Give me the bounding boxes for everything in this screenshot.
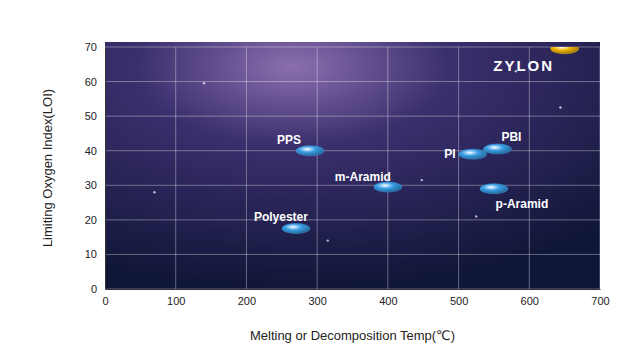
grid-line-x bbox=[529, 47, 530, 289]
grid-line-y bbox=[105, 254, 600, 255]
tick: 200 bbox=[238, 289, 256, 307]
tick: 40 bbox=[85, 145, 105, 157]
tick: 0 bbox=[91, 283, 105, 295]
grid-line-y bbox=[105, 219, 600, 220]
tick: 10 bbox=[85, 248, 105, 260]
point bbox=[551, 47, 579, 54]
point bbox=[282, 224, 310, 234]
grid-line-y bbox=[105, 47, 600, 48]
grid-line-x bbox=[600, 47, 601, 289]
tick-label: 40 bbox=[85, 145, 97, 157]
grid bbox=[105, 47, 600, 289]
tick: 70 bbox=[85, 41, 105, 53]
grid-line-y bbox=[105, 81, 600, 82]
grid-line-x bbox=[246, 47, 247, 289]
grid-line-x bbox=[458, 47, 459, 289]
point bbox=[483, 144, 511, 154]
tick: 500 bbox=[450, 289, 468, 307]
tick-label: 50 bbox=[85, 110, 97, 122]
axis-line bbox=[106, 289, 601, 290]
plot: 0 100 200 300 400 500 600 700 0 10 20 30 40 50 60 70 Pol… bbox=[85, 41, 610, 307]
star bbox=[327, 239, 329, 241]
tick: 50 bbox=[85, 110, 105, 122]
star bbox=[421, 179, 423, 181]
tick-label: 400 bbox=[379, 295, 397, 307]
point-label: Polyester bbox=[254, 210, 308, 224]
tick-label: 600 bbox=[521, 295, 539, 307]
tick-label: 500 bbox=[450, 295, 468, 307]
plot-background bbox=[105, 42, 600, 289]
points bbox=[282, 47, 579, 233]
grid-line-x bbox=[175, 47, 176, 289]
tick-label: 200 bbox=[238, 295, 256, 307]
tick: 300 bbox=[308, 289, 326, 307]
tick-label: 700 bbox=[591, 295, 609, 307]
grid-line-x bbox=[105, 47, 106, 289]
tick-label: 70 bbox=[85, 41, 97, 53]
point-label: PI bbox=[444, 147, 455, 161]
point bbox=[296, 146, 324, 156]
axis-line bbox=[105, 48, 106, 290]
tick-label: 30 bbox=[85, 179, 97, 191]
point-labels: Polyester PPS m-Aramid PI PBI p-Aramid ZYLON bbox=[254, 57, 554, 224]
point bbox=[480, 184, 508, 194]
point-label: p-Aramid bbox=[496, 197, 549, 211]
grid-line-y bbox=[105, 185, 600, 186]
star bbox=[475, 215, 477, 217]
tick: 30 bbox=[85, 179, 105, 191]
grid-line-y bbox=[105, 116, 600, 117]
grid-line-y bbox=[105, 289, 600, 290]
tick-label: 20 bbox=[85, 214, 97, 226]
tick: 100 bbox=[167, 289, 185, 307]
point-label: m-Aramid bbox=[335, 170, 391, 184]
grid-line-y bbox=[105, 150, 600, 151]
grid-line-x bbox=[317, 47, 318, 289]
chart-container: 0 100 200 300 400 500 600 700 0 10 20 30 40 50 60 70 Pol… bbox=[0, 0, 640, 356]
grid-line-x bbox=[387, 47, 388, 289]
point-label: PPS bbox=[277, 133, 301, 147]
tick-label: 100 bbox=[167, 295, 185, 307]
point bbox=[459, 149, 487, 159]
star bbox=[153, 191, 155, 193]
stars bbox=[153, 70, 561, 242]
tick-label: 60 bbox=[85, 76, 97, 88]
x-axis: 0 100 200 300 400 500 600 700 bbox=[102, 289, 609, 307]
y-axis: 0 10 20 30 40 50 60 70 bbox=[85, 41, 106, 295]
tick: 400 bbox=[379, 289, 397, 307]
y-axis-title: Limiting Oxygen Index(LOI) bbox=[40, 89, 55, 247]
tick: 60 bbox=[85, 76, 105, 88]
tick: 600 bbox=[521, 289, 539, 307]
tick-label: 0 bbox=[102, 295, 108, 307]
point-label: PBI bbox=[501, 130, 521, 144]
tick: 20 bbox=[85, 214, 105, 226]
star bbox=[203, 82, 205, 84]
tick: 0 bbox=[102, 289, 108, 307]
tick-label: 10 bbox=[85, 248, 97, 260]
tick-label: 0 bbox=[91, 283, 97, 295]
tick: 700 bbox=[591, 289, 609, 307]
chart-svg: 0 100 200 300 400 500 600 700 0 10 20 30 40 50 60 70 Pol… bbox=[0, 0, 640, 356]
x-axis-title: Melting or Decomposition Temp(℃) bbox=[250, 328, 455, 343]
point-label: ZYLON bbox=[493, 57, 554, 74]
tick-label: 300 bbox=[308, 295, 326, 307]
star bbox=[559, 106, 561, 108]
